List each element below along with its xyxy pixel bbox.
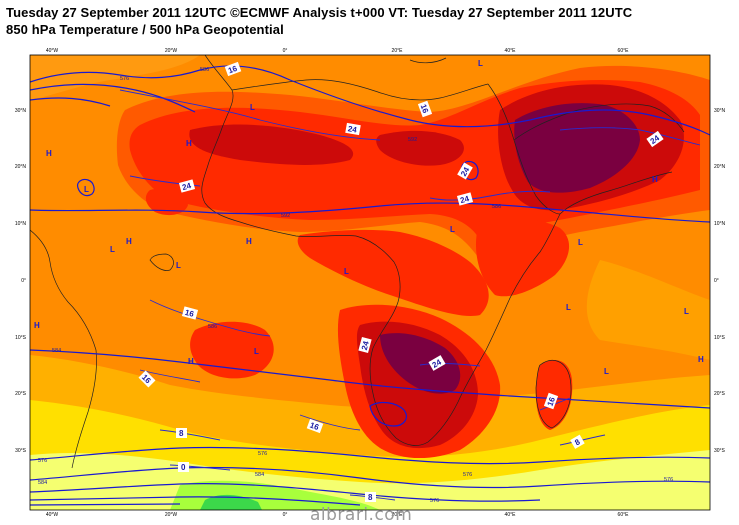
lon-tick: 0° [283, 48, 288, 54]
geopotential-label: 592 [408, 137, 417, 143]
geopotential-label: 584 [255, 472, 264, 478]
geopotential-label: 586 [492, 204, 501, 210]
geopotential-label: 586 [208, 324, 217, 330]
temperature-label: 16 [419, 103, 431, 115]
lat-tick: 20°S [15, 391, 27, 397]
geopotential-label: 576 [120, 76, 129, 82]
lat-tick: 20°N [15, 164, 27, 170]
coastlines [30, 55, 685, 469]
high-center: H [34, 321, 40, 330]
lat-tick: 10°N [15, 221, 27, 227]
temperature-labels: 16 24 24 16 24 24 16 16 24 24 24 16 16 8… [138, 61, 664, 502]
geopotential-label: 576 [258, 451, 267, 457]
low-center: L [254, 347, 259, 356]
low-center: L [344, 267, 349, 276]
lat-tick: 20°N [714, 164, 726, 170]
high-center: H [698, 355, 704, 364]
temperature-label: 24 [347, 124, 358, 135]
geopotential-label: 576 [38, 458, 47, 464]
lon-tick: 40°W [46, 48, 59, 54]
temperature-label: 16 [184, 308, 195, 319]
lat-tick: 10°N [714, 221, 726, 227]
low-center: L [578, 238, 583, 247]
high-center: H [246, 237, 252, 246]
lat-tick: 30°N [15, 108, 27, 114]
high-center: H [46, 149, 52, 158]
high-center: H [186, 139, 192, 148]
lat-tick: 10°S [714, 335, 726, 341]
lat-tick: 20°S [714, 391, 726, 397]
lon-tick: 20°W [165, 512, 178, 518]
geopotential-label: 592 [281, 213, 290, 219]
geopotential-label: 584 [52, 348, 61, 354]
temperature-label: 8 [368, 493, 373, 502]
temperature-label: 8 [573, 437, 582, 447]
lat-tick: 30°S [714, 448, 726, 454]
low-center: L [176, 261, 181, 270]
low-center: L [110, 245, 115, 254]
temperature-field [30, 55, 710, 510]
watermark: albrari.com [310, 505, 413, 525]
geopotential-label: 586 [200, 67, 209, 73]
geopotential-contours [30, 65, 710, 506]
lon-tick: 60°E [618, 512, 630, 518]
lon-ticks-bottom: 40°W 20°W 0° 20°E 40°E 60°E [46, 512, 629, 518]
low-center: L [566, 303, 571, 312]
lat-tick: 30°N [714, 108, 726, 114]
temperature-label: 16 [546, 395, 558, 407]
lon-tick: 20°E [392, 512, 404, 518]
pressure-centers: H H H H H H H H L L L L L L L L L L L L [34, 59, 704, 376]
lon-tick: 40°E [505, 512, 517, 518]
low-center: L [250, 103, 255, 112]
lon-ticks-top: 40°W 20°W 0° 20°E 40°E 60°E [46, 48, 629, 54]
high-center: H [652, 175, 658, 184]
temperature-label: 16 [309, 421, 321, 433]
lon-tick: 20°W [165, 48, 178, 54]
temperature-label: 24 [459, 194, 470, 205]
lat-tick: 0° [21, 278, 26, 284]
lat-tick: 10°S [15, 335, 27, 341]
chart-subtitle: 850 hPa Temperature / 500 hPa Geopotenti… [6, 22, 284, 37]
lon-tick: 20°E [392, 48, 404, 54]
lat-ticks-right: 30°N 20°N 10°N 0° 10°S 20°S 30°S [714, 108, 726, 454]
lat-ticks-left: 30°N 20°N 10°N 0° 10°S 20°S 30°S [15, 108, 27, 454]
low-center: L [684, 307, 689, 316]
geopotential-label: 576 [463, 472, 472, 478]
lat-tick: 30°S [15, 448, 27, 454]
low-center: L [84, 185, 89, 194]
geopotential-label: 584 [38, 480, 47, 486]
low-center: L [478, 59, 483, 68]
lon-tick: 40°E [505, 48, 517, 54]
low-center: L [604, 367, 609, 376]
chart-title: Tuesday 27 September 2011 12UTC ©ECMWF A… [6, 5, 633, 20]
lat-tick: 0° [714, 278, 719, 284]
low-center: L [450, 225, 455, 234]
lon-tick: 40°W [46, 512, 59, 518]
temperature-label: 0 [181, 463, 186, 472]
temperature-label: 16 [227, 64, 239, 76]
graticule [29, 54, 711, 511]
lon-tick: 0° [283, 512, 288, 518]
temperature-label: 8 [179, 429, 184, 438]
geopotential-label: 576 [430, 498, 439, 504]
lon-tick: 60°E [618, 48, 630, 54]
high-center: H [126, 237, 132, 246]
temperature-label: 24 [360, 340, 371, 351]
geopotential-labels: 586 576 592 592 586 586 584 576 576 584 … [38, 67, 673, 504]
geopotential-label: 576 [664, 477, 673, 483]
temperature-label: 24 [181, 181, 192, 192]
high-center: H [188, 357, 194, 366]
